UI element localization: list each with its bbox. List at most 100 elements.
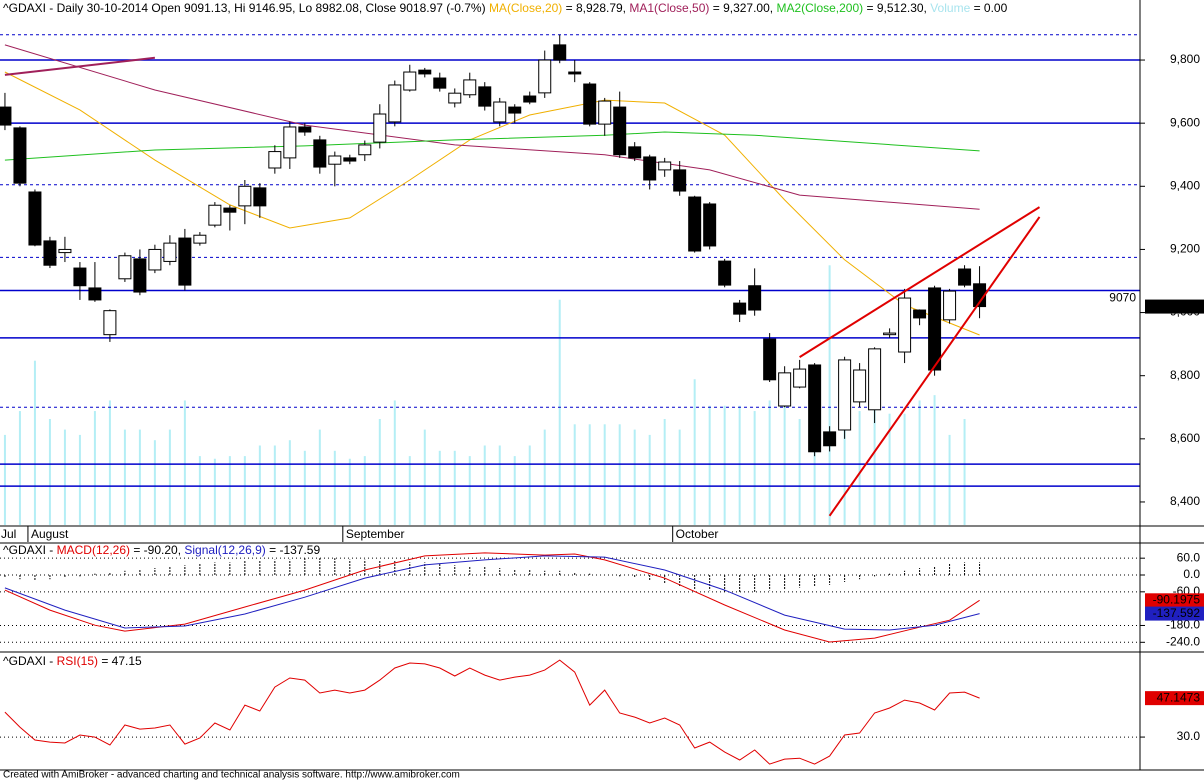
y-tick-label: 0.0 (1183, 567, 1200, 581)
trendline (4, 56, 156, 76)
volume-bar (603, 424, 606, 525)
title-part: = -137.59 (266, 543, 321, 557)
candle-body (328, 155, 342, 165)
value-label-box (1145, 299, 1204, 314)
volume-bar (558, 299, 561, 525)
volume-bar (3, 434, 6, 525)
candle-body (268, 151, 282, 169)
title-part: = 9,512.30, (863, 1, 930, 15)
chart-title: ^GDAXI - Daily 30-10-2014 Open 9091.13, … (3, 1, 1008, 15)
volume-bar (378, 419, 381, 525)
candle-body (163, 242, 177, 262)
candle-body (193, 234, 207, 244)
volume-bar (768, 400, 771, 525)
value-label: 47.1473 (1157, 690, 1201, 704)
footer: Created with AmiBroker - advanced charti… (3, 770, 460, 781)
y-tick-label: 8,800 (1170, 368, 1200, 382)
candle-body (703, 203, 717, 247)
candle-body (913, 309, 927, 319)
candle-body (223, 207, 237, 213)
candle-body (793, 368, 807, 388)
candle-body (883, 332, 897, 336)
candle-body (643, 156, 657, 181)
y-tick-label: 9,600 (1170, 115, 1200, 129)
volume-bar (918, 400, 921, 525)
volume-bar (948, 434, 951, 525)
candle-body (778, 372, 792, 407)
rsi-title: ^GDAXI - RSI(15) = 47.15 (3, 654, 142, 668)
candle-body (208, 204, 222, 226)
candle-body (43, 240, 57, 266)
candle-body (463, 79, 477, 96)
y-tick-label: 9,800 (1170, 52, 1200, 66)
volume-bar (573, 424, 576, 525)
volume-bar (423, 429, 426, 525)
value-label: -137.592 (1153, 606, 1201, 620)
x-tick-label: September (346, 527, 405, 541)
volume-bar (198, 456, 201, 525)
volume-bar (858, 411, 861, 525)
volume-bar (93, 411, 96, 525)
volume-bar (33, 360, 36, 525)
volume-bar (843, 400, 846, 525)
candle-body (718, 260, 732, 286)
title-part: MA2(Close,200) (776, 1, 863, 15)
candle-body (358, 144, 372, 156)
candle-body (628, 146, 642, 159)
value-label: -90.1975 (1153, 592, 1201, 606)
x-tick-label: October (676, 527, 719, 541)
candle-body (0, 106, 12, 126)
value-label-box (1145, 691, 1204, 706)
volume-bar (933, 395, 936, 525)
volume-bar (48, 419, 51, 525)
volume-bar (333, 450, 336, 525)
line-label: 9070 (1109, 291, 1136, 305)
candle-body (958, 268, 972, 286)
volume-bar (258, 445, 261, 525)
volume-bar (678, 429, 681, 525)
candle-body (523, 95, 537, 103)
candle-body (253, 187, 267, 207)
volume-bar (528, 445, 531, 525)
plot-layer: 9070 Jul August September October 8,400 8,600 8… (0, 34, 1204, 765)
y-tick-label: 8,600 (1170, 431, 1200, 445)
candle-body (568, 71, 582, 75)
candle-body (838, 359, 852, 431)
candle-body (418, 69, 432, 75)
candle-body (238, 185, 252, 207)
volume-bar (348, 458, 351, 525)
moving-average-line (4, 71, 980, 336)
candle-body (673, 169, 687, 192)
volume-bar (723, 405, 726, 525)
candle-body (73, 267, 87, 287)
candle-body (388, 84, 402, 123)
volume-bar (738, 405, 741, 525)
volume-bar (498, 445, 501, 525)
candle-body (553, 44, 567, 61)
title-part: ^GDAXI - (3, 654, 57, 668)
candle-body (508, 106, 522, 114)
moving-average-line (4, 131, 980, 161)
candle-body (58, 248, 72, 254)
candle-body (103, 310, 117, 336)
volume-bar (273, 445, 276, 525)
volume-bar (318, 429, 321, 525)
candle-body (178, 237, 192, 286)
x-tick-label: Jul (1, 527, 16, 541)
candle-body (658, 161, 672, 171)
value-label-box (1145, 593, 1204, 608)
volume-bar (693, 379, 696, 525)
candle-body (733, 302, 747, 315)
moving-average-line (4, 44, 980, 210)
indicator-line (4, 555, 980, 631)
value-label: 9,018.97 (1153, 299, 1200, 313)
volume-bar (543, 429, 546, 525)
volume-bar (828, 265, 831, 525)
volume-bar (813, 419, 816, 525)
y-tick-label: 60.0 (1177, 550, 1201, 564)
indicator-line (4, 552, 980, 643)
y-tick-label: 8,400 (1170, 494, 1200, 508)
candle-body (298, 126, 312, 133)
title-part: Volume (930, 1, 970, 15)
